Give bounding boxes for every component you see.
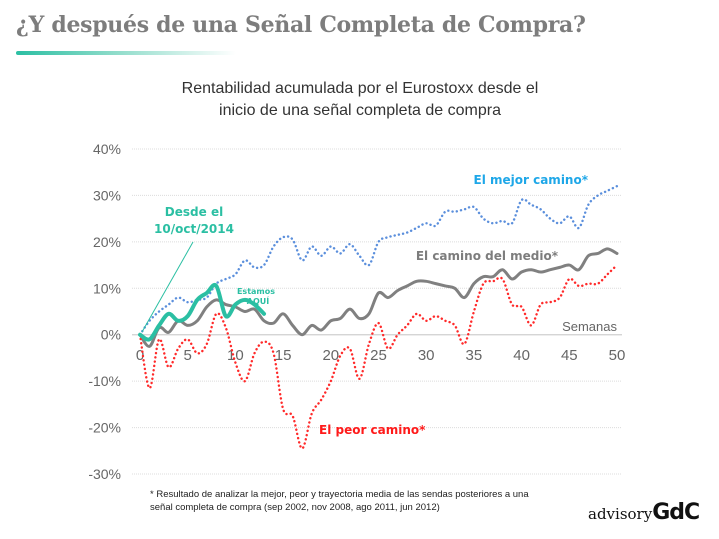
current-label-line-2: 10/oct/2014: [154, 222, 234, 236]
page-title: ¿Y después de una Señal Completa de Comp…: [16, 12, 586, 38]
worst-path-line: [138, 263, 619, 450]
x-tick-label: 20: [322, 347, 339, 364]
chart-title-line-1: Rentabilidad acumulada por el Eurostoxx …: [181, 80, 539, 97]
current-label-line-1: Desde el: [165, 205, 223, 219]
footnote: * Resultado de analizar la mejor, peor y…: [150, 488, 570, 514]
y-axis-ticks: 40% 30% 20% 10% 0% -10% -20% -30%: [88, 141, 121, 482]
current-path-line: [138, 283, 267, 342]
x-tick-label: 5: [184, 347, 192, 364]
middle-path-label: El camino del medio*: [416, 249, 559, 263]
current-label-leader-line: [141, 241, 194, 333]
advisory-gdc-logo: advisoryGdC: [588, 500, 700, 525]
x-tick-label: 45: [561, 347, 578, 364]
y-tick-label: 10%: [93, 280, 121, 296]
here-label-line-1: Estamos: [237, 287, 275, 296]
y-tick-label: 0%: [101, 327, 121, 343]
chart-title-line-2: inicio de una señal completa de compra: [219, 102, 501, 119]
x-tick-label: 15: [275, 347, 292, 364]
y-tick-label: 40%: [93, 141, 121, 157]
y-tick-label: -30%: [88, 466, 121, 482]
x-tick-label: 25: [370, 347, 387, 364]
x-axis-label: Semanas: [562, 319, 617, 334]
chart-title: Rentabilidad acumulada por el Eurostoxx …: [140, 78, 580, 122]
footnote-line-1: * Resultado de analizar la mejor, peor y…: [150, 489, 529, 500]
best-path-line: [138, 184, 619, 336]
series-lines: [138, 184, 619, 450]
logo-text-advisory: advisory: [588, 505, 653, 523]
y-tick-label: 30%: [93, 187, 121, 203]
x-tick-label: 0: [136, 347, 144, 364]
footnote-line-2: señal completa de compra (sep 2002, nov …: [150, 502, 440, 513]
x-axis-ticks: 0 5 10 15 20 25 30 35 40 45 50: [136, 347, 626, 364]
y-tick-label: -20%: [88, 420, 121, 436]
title-underline: [16, 51, 236, 55]
best-path-label: El mejor camino*: [474, 173, 589, 187]
grid-lines: [132, 148, 622, 475]
x-tick-label: 30: [418, 347, 435, 364]
y-tick-label: -10%: [88, 373, 121, 389]
logo-text-gdc: GdC: [652, 500, 700, 525]
worst-path-label: El peor camino*: [319, 423, 426, 437]
here-label-line-2: AQUÍ: [247, 295, 269, 306]
y-tick-label: 20%: [93, 234, 121, 250]
x-tick-label: 50: [609, 347, 626, 364]
x-tick-label: 35: [466, 347, 483, 364]
x-tick-label: 10: [227, 347, 244, 364]
x-tick-label: 40: [513, 347, 530, 364]
